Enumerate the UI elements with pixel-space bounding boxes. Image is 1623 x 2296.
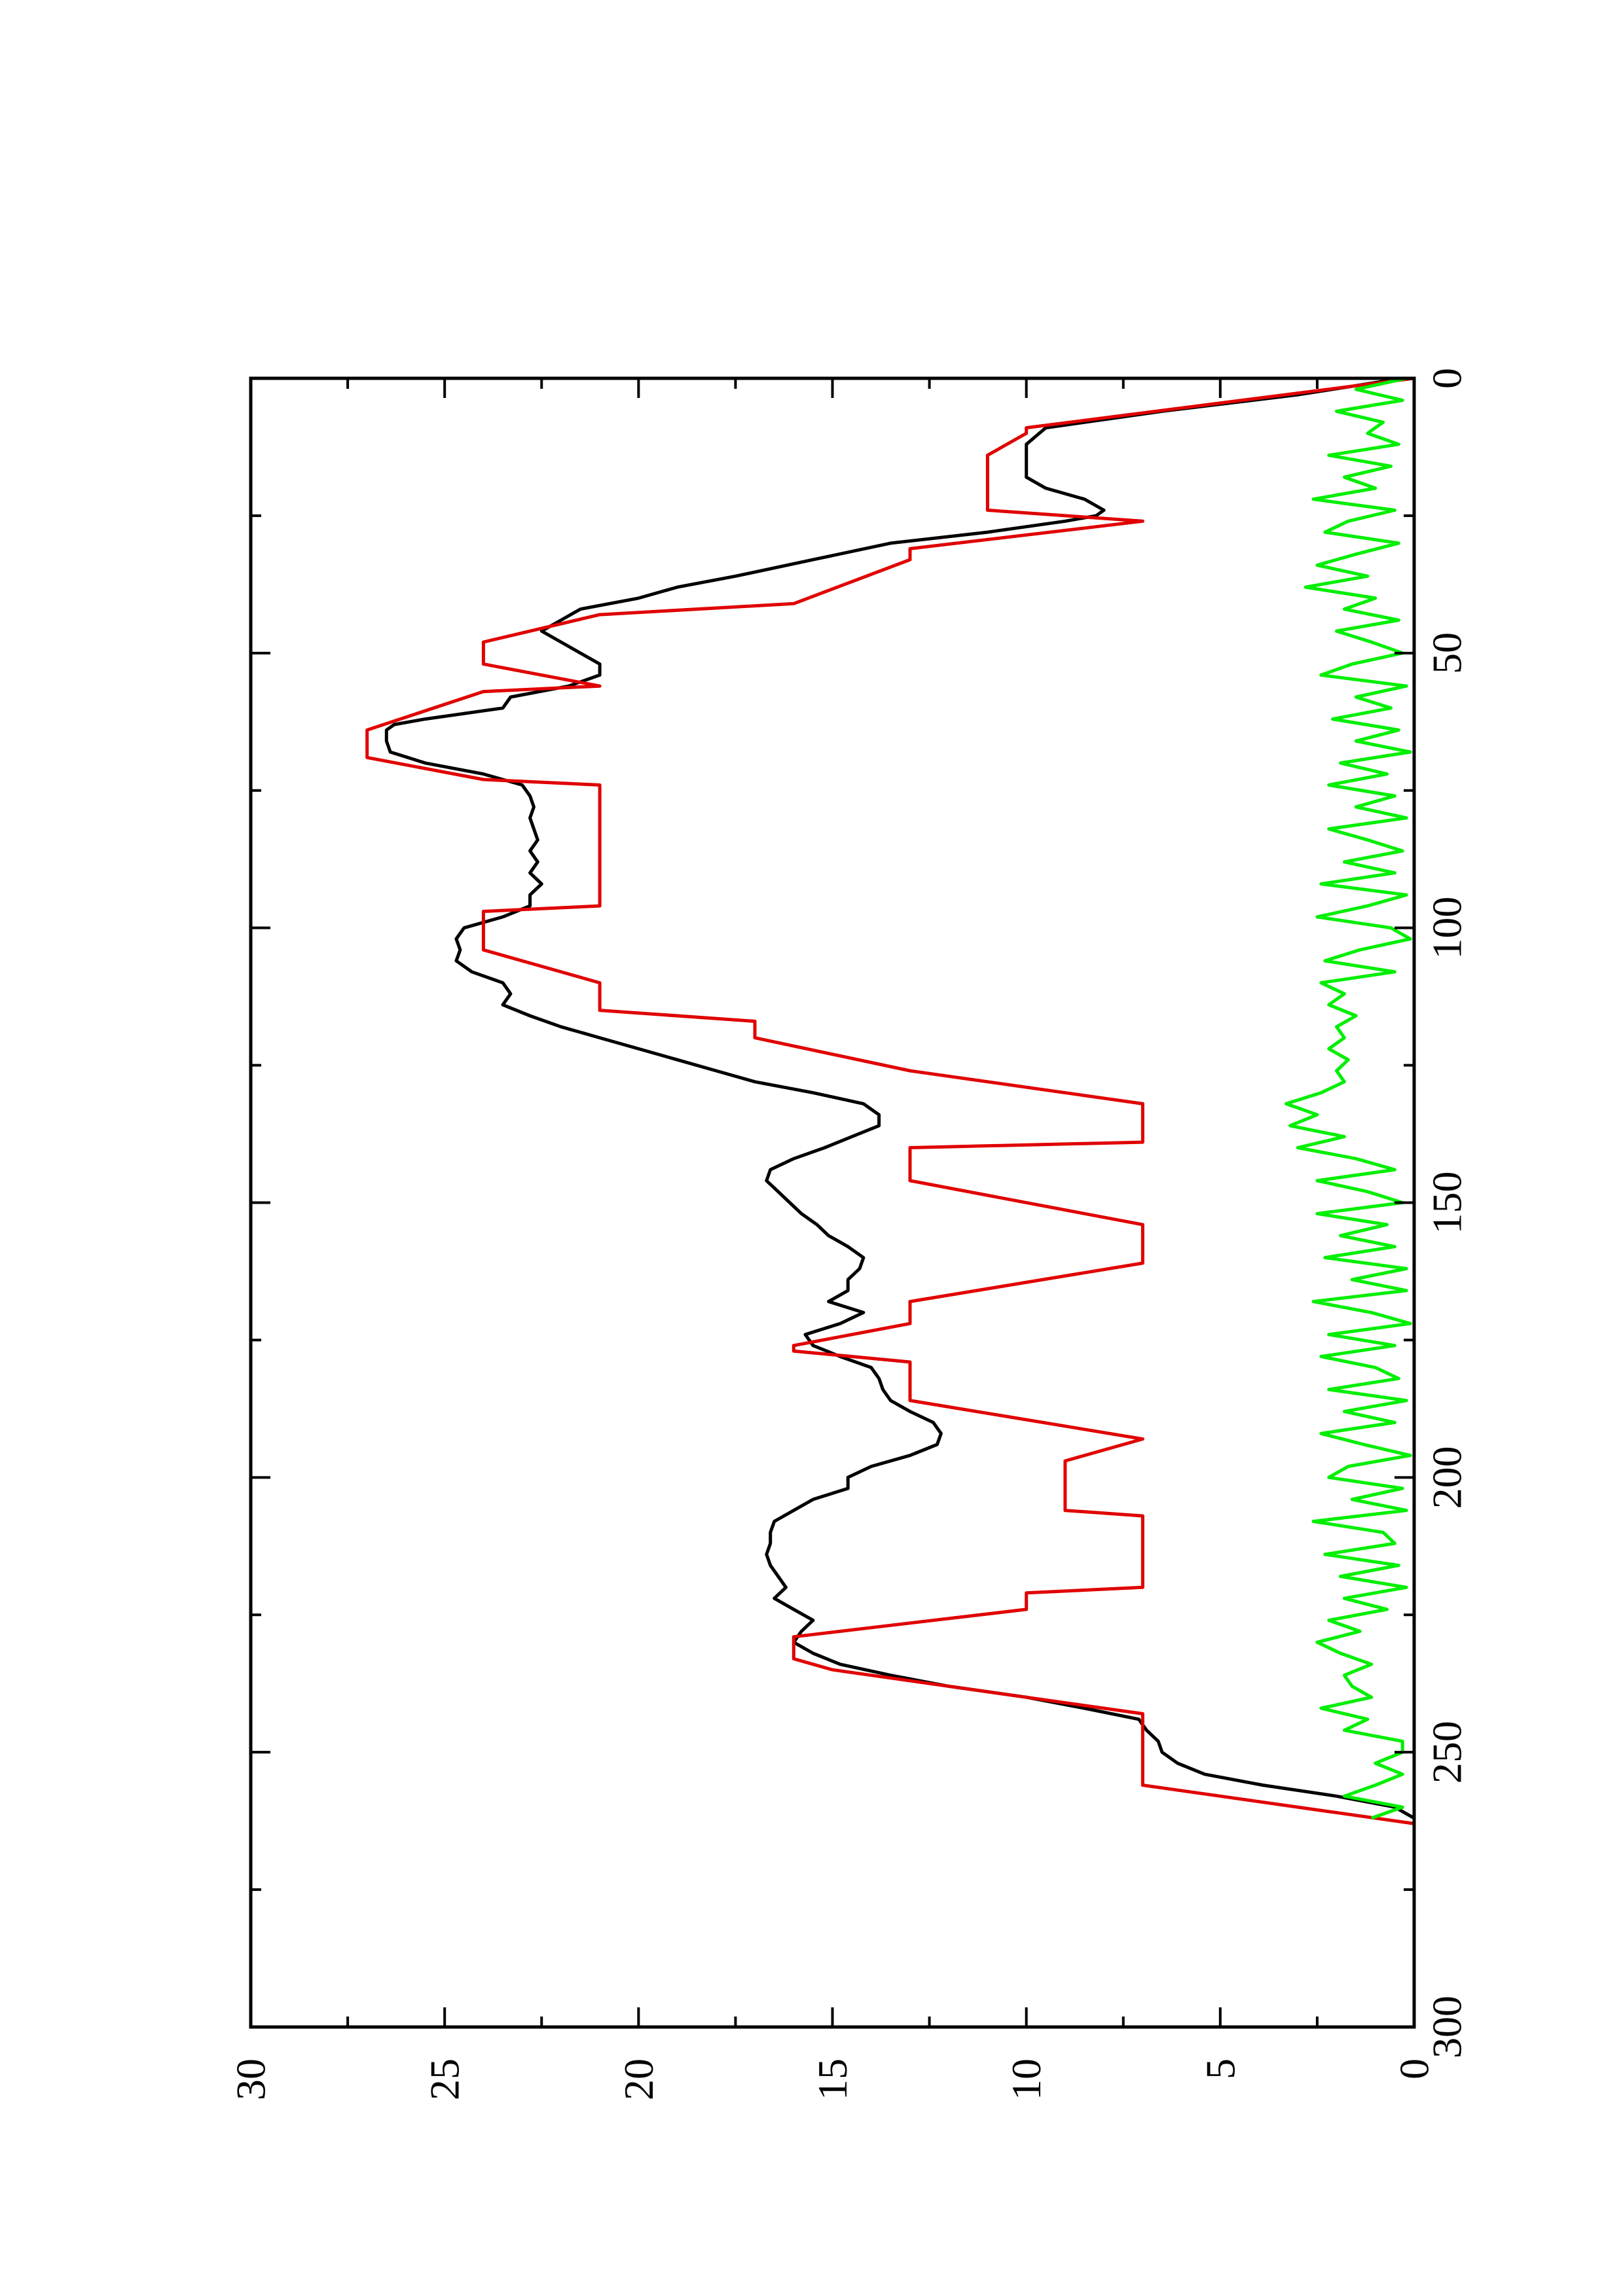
plot-area (365, 378, 1414, 1825)
y-tick-label: 5 (1197, 2058, 1243, 2079)
x-tick-label: 150 (1424, 1172, 1470, 1234)
y-tick-label: 25 (422, 2058, 468, 2100)
axis-ticks (249, 377, 1415, 2028)
red-line-series (365, 378, 1414, 1825)
y-tick-label: 10 (1003, 2058, 1049, 2100)
x-tick-label: 250 (1424, 1721, 1470, 1784)
y-tick-label: 15 (809, 2058, 856, 2100)
y-tick-label: 30 (228, 2058, 274, 2100)
x-tick-label: 100 (1424, 897, 1470, 960)
black-line-series (384, 378, 1414, 1820)
y-tick-label: 0 (1391, 2058, 1438, 2079)
y-axis-tick-labels: 0 5 10 15 20 25 30 (228, 2058, 1438, 2100)
x-tick-label: 0 (1424, 368, 1470, 389)
x-axis-tick-labels: 0 50 100 150 200 250 300 (1424, 368, 1470, 2058)
x-tick-label: 50 (1424, 632, 1470, 674)
y-tick-label: 20 (615, 2058, 662, 2100)
green-line-series (1285, 378, 1412, 1820)
x-tick-label: 200 (1424, 1446, 1470, 1509)
x-tick-label: 300 (1424, 1996, 1470, 2058)
